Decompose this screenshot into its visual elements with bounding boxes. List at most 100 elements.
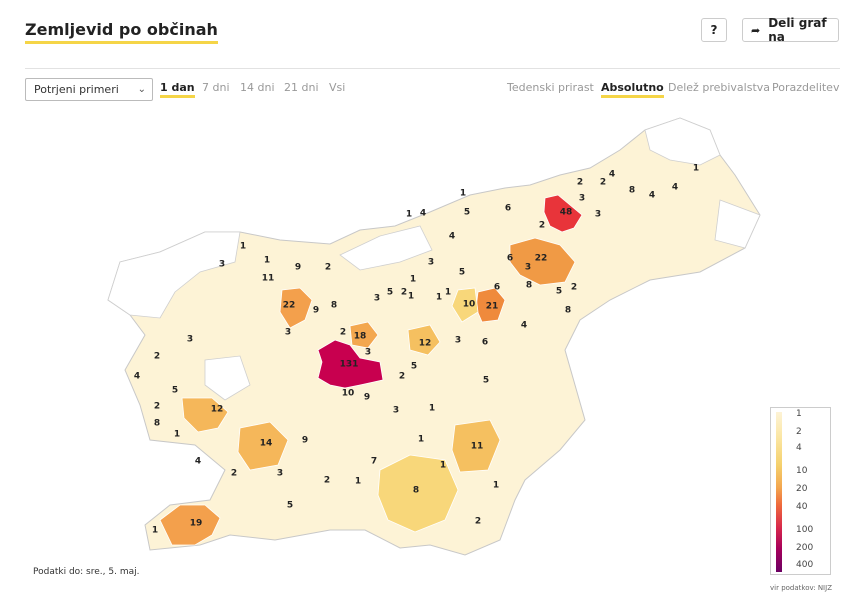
map-value: 3 xyxy=(187,335,193,345)
no-data-region-west xyxy=(107,231,241,319)
municipality-velenje[interactable] xyxy=(451,287,479,323)
map-value: 2 xyxy=(475,517,481,527)
metric-select[interactable]: Potrjeni primeri ⌄ xyxy=(25,78,153,101)
no-data-region-northeast xyxy=(644,117,721,166)
tab-tedenski-prirast[interactable]: Tedenski prirast xyxy=(507,81,594,94)
legend-label: 40 xyxy=(796,502,808,512)
page-title: Zemljevid po občinah xyxy=(25,20,218,44)
map-value: 4 xyxy=(521,321,527,331)
map-value: 1 xyxy=(410,275,416,285)
legend-label: 200 xyxy=(796,543,814,553)
map-value: 4 xyxy=(420,209,426,219)
map-value: 12 xyxy=(419,339,432,349)
help-label: ? xyxy=(710,23,718,37)
municipality-kranj[interactable] xyxy=(279,287,313,329)
map-value: 6 xyxy=(505,204,511,214)
map-value: 18 xyxy=(354,332,367,342)
legend-label: 400 xyxy=(796,560,814,570)
municipality-novo-mesto[interactable] xyxy=(451,419,501,473)
legend-label: 4 xyxy=(796,443,802,453)
map-value: 2 xyxy=(324,476,330,486)
map-value: 5 xyxy=(287,501,293,511)
map-value: 4 xyxy=(649,191,655,201)
tab-vsi[interactable]: Vsi xyxy=(329,81,346,94)
map-value: 8 xyxy=(629,186,635,196)
help-button[interactable]: ? xyxy=(701,18,727,42)
map-value: 7 xyxy=(371,457,377,467)
map-value: 1 xyxy=(406,210,412,220)
map-value: 4 xyxy=(609,170,615,180)
map-value: 11 xyxy=(262,274,275,284)
map-value: 8 xyxy=(154,419,160,429)
map-value: 4 xyxy=(134,372,140,382)
tab-delez-prebivalstva[interactable]: Delež prebivalstva xyxy=(668,81,771,94)
map-value: 11 xyxy=(471,442,484,452)
map-value: 3 xyxy=(579,194,585,204)
metric-select-value: Potrjeni primeri xyxy=(34,83,119,96)
map-value: 131 xyxy=(340,360,359,370)
map-value: 1 xyxy=(693,164,699,174)
map-value: 10 xyxy=(342,389,355,399)
municipality-zagorje[interactable] xyxy=(407,324,441,356)
tab-1-dan[interactable]: 1 dan xyxy=(160,81,195,98)
legend-label: 1 xyxy=(796,409,802,419)
legend-color-scale xyxy=(776,412,782,572)
municipality-kamnik[interactable] xyxy=(349,321,379,349)
map-value: 2 xyxy=(571,283,577,293)
map-value: 2 xyxy=(539,221,545,231)
municipality-postojna[interactable] xyxy=(237,421,289,471)
municipality-maribor[interactable] xyxy=(543,194,583,233)
municipality-koper[interactable] xyxy=(159,504,221,546)
map-value: 1 xyxy=(174,430,180,440)
map-value: 1 xyxy=(429,404,435,414)
chevron-down-icon: ⌄ xyxy=(137,84,146,95)
map-value: 2 xyxy=(325,263,331,273)
tab-porazdelitev[interactable]: Porazdelitev xyxy=(772,81,840,94)
legend-label: 2 xyxy=(796,427,802,437)
share-button[interactable]: ➦ Deli graf na xyxy=(742,16,839,44)
map-value: 3 xyxy=(374,294,380,304)
map-value: 3 xyxy=(428,258,434,268)
map-value: 1 xyxy=(445,288,451,298)
legend-label: 100 xyxy=(796,525,814,535)
tab-7-dni[interactable]: 7 dni xyxy=(202,81,230,94)
map-value: 2 xyxy=(340,328,346,338)
header-divider xyxy=(25,68,840,69)
map-value: 12 xyxy=(211,405,224,415)
map-value: 8 xyxy=(331,301,337,311)
map-value: 4 xyxy=(195,457,201,467)
municipality-ljubljana[interactable] xyxy=(317,339,384,389)
map-value: 6 xyxy=(507,254,513,264)
map-value: 1 xyxy=(408,292,414,302)
tab-14-dni[interactable]: 14 dni xyxy=(240,81,275,94)
map-value: 6 xyxy=(482,338,488,348)
map-value: 2 xyxy=(600,178,606,188)
map-value: 5 xyxy=(172,386,178,396)
map-value: 4 xyxy=(672,183,678,193)
map-value: 1 xyxy=(440,461,446,471)
map-value: 3 xyxy=(595,210,601,220)
map-value: 2 xyxy=(399,372,405,382)
map-value: 5 xyxy=(556,287,562,297)
map-value: 10 xyxy=(463,300,476,310)
map-value: 1 xyxy=(240,242,246,252)
tab-absolutno[interactable]: Absolutno xyxy=(601,81,664,98)
map-value: 2 xyxy=(401,288,407,298)
tab-21-dni[interactable]: 21 dni xyxy=(284,81,319,94)
municipality-ptuj[interactable] xyxy=(509,237,576,286)
map-value: 22 xyxy=(283,301,296,311)
map-legend: 1 2 4 10 20 40 100 200 400 xyxy=(770,407,831,575)
map-value: 3 xyxy=(525,263,531,273)
map-value: 1 xyxy=(493,481,499,491)
map-value: 48 xyxy=(560,208,573,218)
municipality-kocevje[interactable] xyxy=(377,454,459,533)
data-date-note: Podatki do: sre., 5. maj. xyxy=(33,567,140,577)
map-value: 2 xyxy=(231,469,237,479)
municipality-nova-gorica[interactable] xyxy=(181,397,229,433)
map-value: 4 xyxy=(449,232,455,242)
map-value: 3 xyxy=(277,469,283,479)
map-value: 2 xyxy=(154,352,160,362)
share-arrow-icon: ➦ xyxy=(751,23,761,37)
map-value: 5 xyxy=(483,376,489,386)
